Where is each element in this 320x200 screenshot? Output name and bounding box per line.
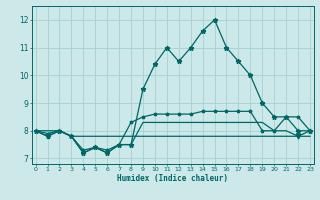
- X-axis label: Humidex (Indice chaleur): Humidex (Indice chaleur): [117, 174, 228, 183]
